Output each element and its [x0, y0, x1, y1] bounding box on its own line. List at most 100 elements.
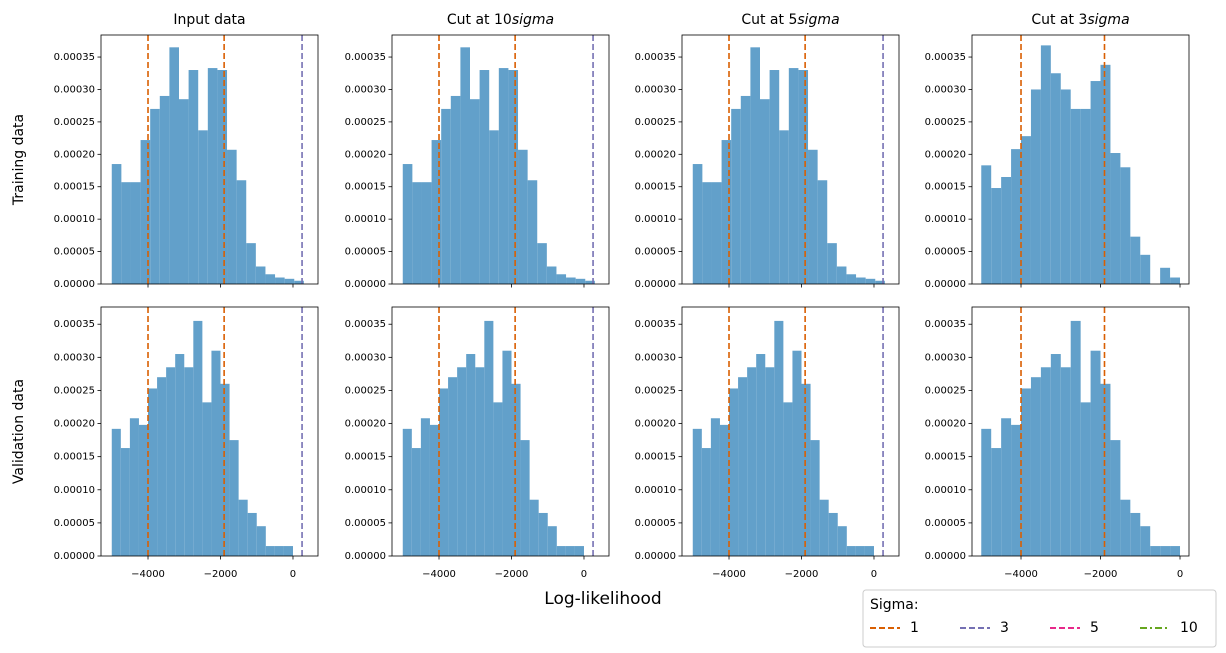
y-tick-label: 0.00000 — [54, 551, 95, 562]
histogram-bar — [498, 68, 509, 284]
y-tick-label: 0.00010 — [635, 485, 676, 496]
histogram-bar — [236, 180, 247, 284]
histogram-bar — [756, 354, 766, 556]
y-tick-label: 0.00015 — [635, 182, 676, 193]
histogram-bar — [198, 130, 208, 284]
y-tick-label: 0.00000 — [635, 279, 676, 290]
histogram-bar — [828, 512, 838, 556]
x-tick-label: −2000 — [1084, 569, 1118, 580]
histogram-bar — [220, 383, 230, 556]
histogram-bar — [1001, 177, 1012, 284]
histogram-bar — [1100, 64, 1111, 284]
y-axis-label: Validation data — [11, 379, 27, 484]
histogram-bar — [538, 512, 548, 556]
histogram-bar — [575, 278, 586, 284]
histogram-bar — [731, 108, 741, 284]
y-tick-label: 0.00030 — [925, 84, 966, 95]
subplot-title: Input data — [173, 12, 245, 28]
y-tick-label: 0.00000 — [345, 279, 386, 290]
histogram-bar — [556, 274, 567, 284]
histogram-bar — [1080, 108, 1091, 284]
y-tick-label: 0.00000 — [925, 279, 966, 290]
y-axis-label: Training data — [11, 114, 27, 206]
histogram-bar — [1130, 512, 1141, 556]
histogram-bar — [747, 367, 757, 556]
histogram-bar — [166, 367, 176, 556]
histogram-bar — [1150, 546, 1161, 556]
histogram-bar — [111, 164, 122, 284]
histogram-bar — [265, 546, 275, 556]
histogram-bar — [169, 47, 179, 284]
x-tick-label: −4000 — [1004, 569, 1038, 580]
histogram-bar — [765, 367, 775, 556]
histogram-bar — [246, 243, 256, 284]
histogram-bar — [1011, 424, 1022, 556]
subplot-title: Cut at 5sigma — [741, 12, 839, 28]
histogram-bar — [247, 512, 257, 556]
histogram-bar — [412, 182, 422, 284]
histogram-bar — [721, 140, 732, 284]
y-tick-label: 0.00035 — [635, 52, 676, 63]
histogram-bar — [1030, 377, 1041, 556]
histogram-bar — [783, 402, 793, 556]
histogram-bar — [692, 164, 703, 284]
legend-label: 5 — [1090, 620, 1099, 636]
histogram-bar — [1080, 402, 1091, 556]
title-part: Cut at 5 — [741, 12, 797, 28]
histogram-bar — [991, 448, 1002, 556]
y-tick-label: 0.00020 — [54, 419, 95, 430]
histogram-bar — [565, 546, 575, 556]
histogram-bar — [1021, 388, 1031, 556]
histogram-bar — [294, 280, 304, 284]
histogram-bar — [402, 164, 413, 284]
histogram-bar — [702, 182, 712, 284]
axes-frame — [100, 306, 319, 557]
histogram-bar — [546, 266, 557, 284]
y-tick-label: 0.00010 — [345, 214, 386, 225]
histogram-bar — [184, 367, 194, 556]
histogram-bar — [1011, 149, 1022, 284]
y-tick-label: 0.00010 — [635, 214, 676, 225]
histogram-bar — [788, 68, 799, 284]
histogram-bar — [729, 388, 739, 556]
title-part: sigma — [512, 12, 554, 28]
y-tick-label: 0.00035 — [345, 319, 386, 330]
y-tick-label: 0.00015 — [345, 182, 386, 193]
y-tick-label: 0.00005 — [54, 247, 95, 258]
histogram-bar — [585, 280, 595, 284]
axes-frame — [971, 306, 1190, 557]
y-tick-label: 0.00025 — [635, 117, 676, 128]
y-tick-label: 0.00000 — [345, 551, 386, 562]
x-tick-label: 0 — [290, 569, 296, 580]
histogram-bar — [520, 440, 530, 556]
histogram-bar — [981, 165, 992, 284]
histogram-bar — [256, 526, 266, 556]
y-tick-label: 0.00035 — [635, 319, 676, 330]
histogram-bar — [188, 70, 199, 284]
histogram-bar — [229, 440, 239, 556]
histogram-bar — [701, 448, 711, 556]
histogram-bar — [466, 354, 476, 556]
histogram-bar — [175, 354, 185, 556]
histogram-bar — [864, 546, 874, 556]
y-tick-label: 0.00025 — [345, 117, 386, 128]
histogram-bar — [441, 108, 451, 284]
y-tick-label: 0.00005 — [54, 518, 95, 529]
subplot-title: Cut at 3sigma — [1031, 12, 1129, 28]
axes-frame — [391, 306, 610, 557]
histogram-bar — [1040, 45, 1051, 284]
y-tick-label: 0.00005 — [925, 247, 966, 258]
axes-frame — [681, 34, 900, 285]
title-part: sigma — [1087, 12, 1129, 28]
histogram-bar — [1170, 546, 1181, 556]
axes-frame — [100, 34, 319, 285]
histogram-bar — [1070, 108, 1081, 284]
histogram-bar — [547, 526, 557, 556]
legend-box — [862, 589, 1217, 648]
title-part: Cut at 10 — [447, 12, 512, 28]
histogram-bar — [129, 418, 139, 556]
histogram-bar — [159, 95, 170, 284]
y-tick-label: 0.00030 — [635, 352, 676, 363]
histogram-bar — [207, 68, 218, 284]
y-tick-label: 0.00010 — [925, 214, 966, 225]
